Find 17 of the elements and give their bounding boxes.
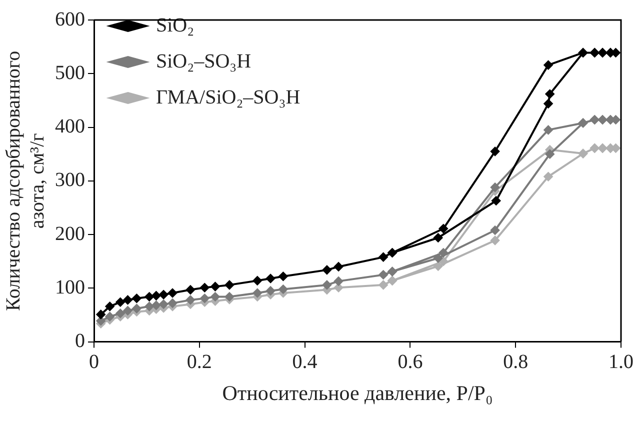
x-tick-label: 0 [89, 351, 99, 374]
y-tick-label: 0 [75, 330, 85, 352]
y-tick-label: 100 [55, 276, 85, 298]
y-tick-label: 200 [55, 222, 85, 245]
x-axis-title: Относительное давление, P/P₀ [222, 380, 493, 405]
y-tick-label: 400 [55, 116, 85, 138]
x-tick-label: 0.8 [503, 351, 528, 374]
y-tick-label: 600 [55, 8, 85, 30]
legend-label: SiO₂–SO₃H [156, 50, 252, 72]
y-axis-title: Количество адсорбированного азота, см³/г [2, 50, 48, 311]
y-tick-label: 300 [55, 169, 85, 192]
x-tick-label: 0.4 [292, 351, 318, 374]
legend-label: ГМА/SiO₂–SO₃H [156, 86, 300, 108]
x-tick-label: 0.2 [186, 351, 212, 374]
x-tick-label: 0.6 [398, 351, 423, 374]
x-tick-label: 1.0 [608, 351, 634, 374]
y-tick-label: 500 [55, 62, 85, 84]
